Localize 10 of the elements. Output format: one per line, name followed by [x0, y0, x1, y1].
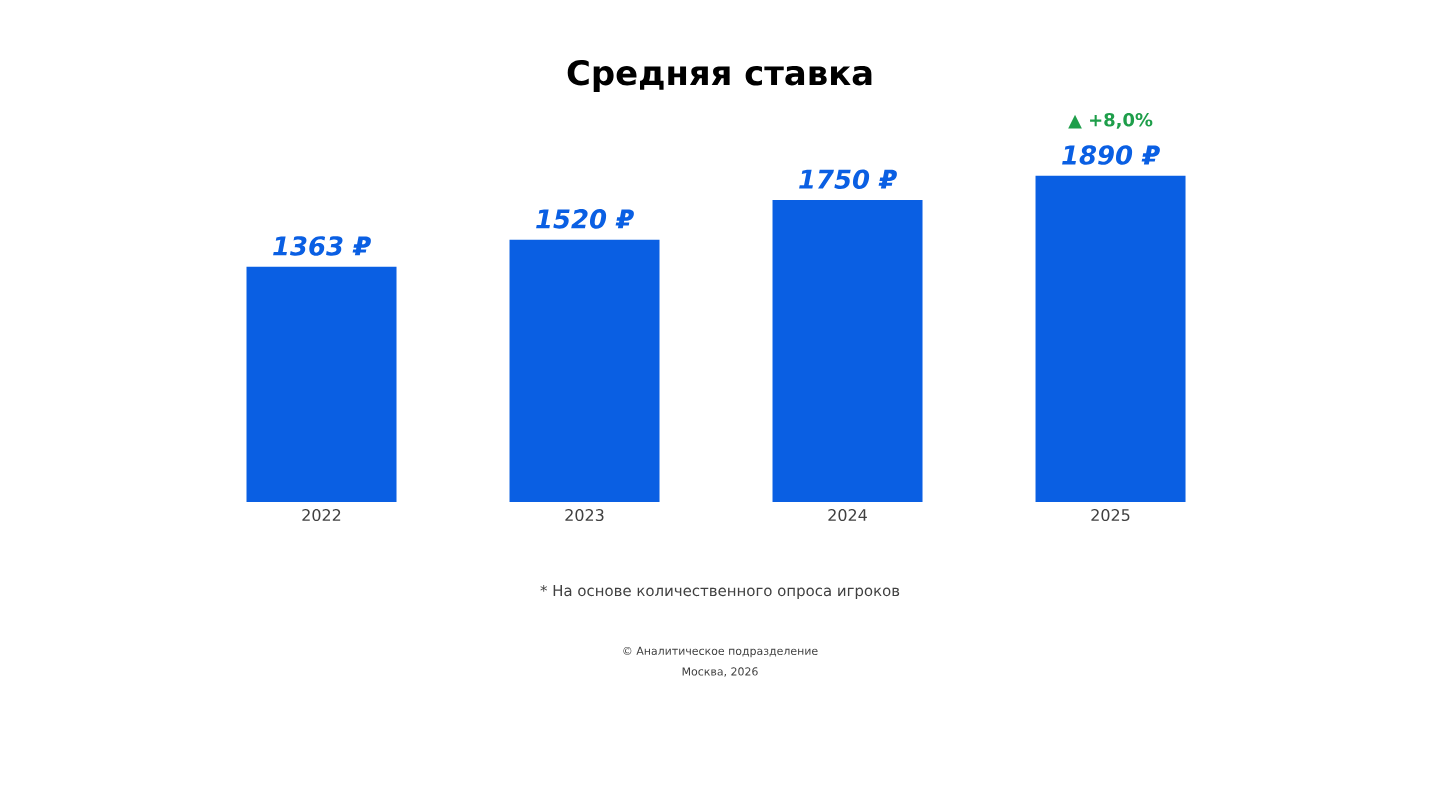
data-label: 1520 ₽ — [536, 209, 634, 229]
bar — [772, 200, 923, 502]
chart-title: Средняя ставка — [567, 59, 872, 93]
bar — [246, 266, 397, 502]
bar — [509, 239, 660, 502]
data-label: 1363 ₽ — [273, 236, 371, 256]
data-label: 1750 ₽ — [799, 169, 897, 189]
data-label: 1890 ₽ — [1062, 145, 1160, 165]
annotation: ▲ +8,0% — [1068, 112, 1153, 129]
bar — [1035, 175, 1186, 502]
